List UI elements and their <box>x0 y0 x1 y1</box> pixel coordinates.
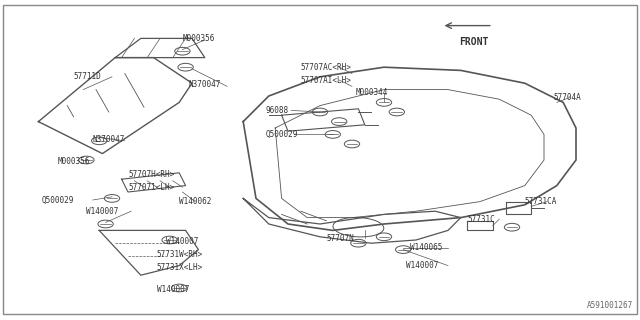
Text: 96088: 96088 <box>266 106 289 115</box>
Text: N370047: N370047 <box>189 80 221 89</box>
Text: 577071<LH>: 577071<LH> <box>128 183 174 192</box>
Text: W140007: W140007 <box>157 285 189 294</box>
Text: Q500029: Q500029 <box>42 196 74 204</box>
Text: N370047: N370047 <box>93 135 125 144</box>
Text: 57711D: 57711D <box>74 72 101 81</box>
Text: 57704A: 57704A <box>554 93 581 102</box>
Text: 57731C: 57731C <box>467 215 495 224</box>
Text: W140007: W140007 <box>406 261 439 270</box>
Text: 57731W<RH>: 57731W<RH> <box>157 250 203 259</box>
Text: M000356: M000356 <box>182 34 215 43</box>
Text: 57707H<RH>: 57707H<RH> <box>128 170 174 179</box>
Text: 57707AI<LH>: 57707AI<LH> <box>301 76 351 84</box>
Text: FRONT: FRONT <box>459 37 488 47</box>
Text: 57707N: 57707N <box>326 234 354 243</box>
Text: W140007: W140007 <box>166 237 199 246</box>
Text: 57731CA: 57731CA <box>525 197 557 206</box>
Text: 57707AC<RH>: 57707AC<RH> <box>301 63 351 72</box>
Text: A591001267: A591001267 <box>588 301 634 310</box>
Text: W140065: W140065 <box>410 244 442 252</box>
Text: W140007: W140007 <box>86 207 119 216</box>
Text: M000356: M000356 <box>58 157 90 166</box>
Text: W140062: W140062 <box>179 197 212 206</box>
Text: 57731X<LH>: 57731X<LH> <box>157 263 203 272</box>
Text: Q500029: Q500029 <box>266 130 298 139</box>
Text: M000344: M000344 <box>355 88 388 97</box>
